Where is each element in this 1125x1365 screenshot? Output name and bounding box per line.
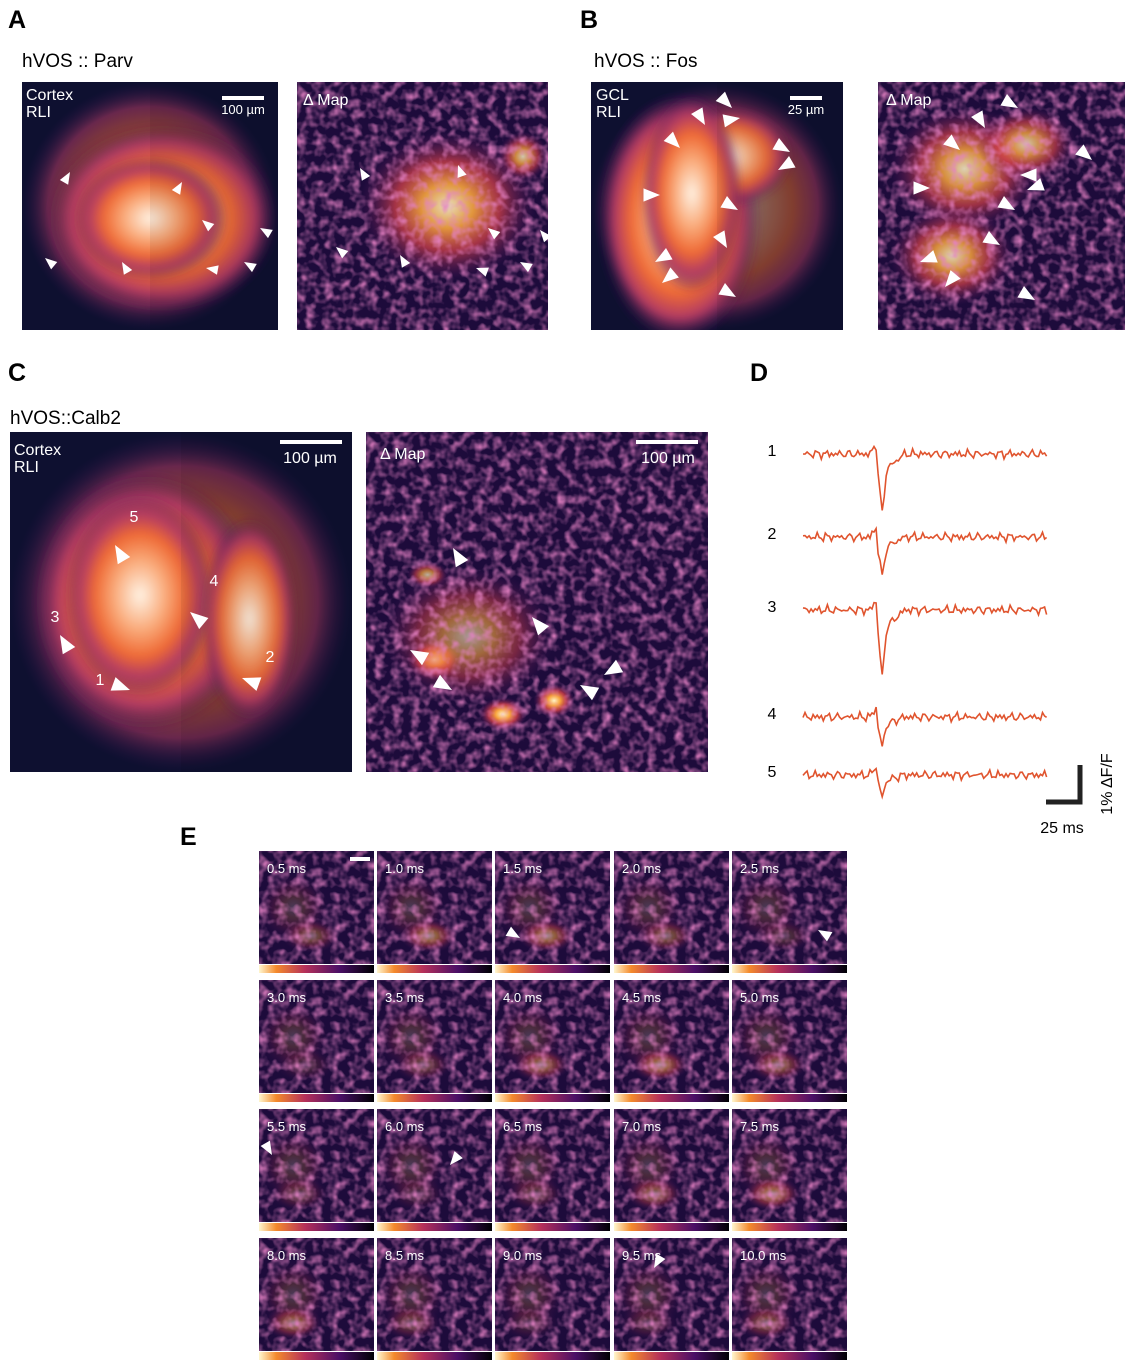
figure: ABCDEhVOS :: ParvhVOS :: FoshVOS::Calb2C…	[0, 0, 1125, 1360]
marker-number: 5	[130, 509, 139, 526]
frame-time: 2.0 ms	[622, 861, 662, 876]
colorbar	[614, 1352, 729, 1360]
marker-number: 4	[210, 573, 219, 590]
frame-time: 4.0 ms	[503, 990, 543, 1005]
trace-label: 4	[768, 706, 777, 723]
marker-number: 1	[96, 672, 105, 689]
label: Δ Map	[380, 446, 425, 463]
tile-seam	[181, 432, 352, 772]
label: RLI	[26, 104, 51, 121]
label: Δ Map	[303, 92, 348, 109]
colorbar	[377, 1094, 492, 1102]
image-panel	[591, 82, 843, 342]
trace	[803, 769, 1047, 797]
panel-label: D	[750, 359, 768, 387]
colorbar	[377, 1223, 492, 1231]
label: RLI	[596, 104, 621, 121]
frame-time: 4.5 ms	[622, 990, 662, 1005]
colorbar	[614, 965, 729, 973]
frame-time: 8.5 ms	[385, 1248, 425, 1263]
marker-number: 2	[266, 649, 275, 666]
colorbar	[495, 1352, 610, 1360]
colorbar	[495, 1223, 610, 1231]
scale-bar	[1046, 765, 1080, 802]
frame-time: 6.0 ms	[385, 1119, 425, 1134]
frame-time: 9.0 ms	[503, 1248, 543, 1263]
frame-time: 7.0 ms	[622, 1119, 662, 1134]
image-panel	[297, 82, 548, 330]
frame-time: 8.0 ms	[267, 1248, 307, 1263]
trace	[803, 603, 1047, 675]
trace-label: 3	[768, 599, 777, 616]
colorbar	[732, 1352, 847, 1360]
colorbar	[495, 1094, 610, 1102]
label: Cortex	[14, 442, 61, 459]
image-panel	[10, 432, 352, 772]
frame-time: 6.5 ms	[503, 1119, 543, 1134]
colorbar	[259, 1223, 374, 1231]
panel-title: hVOS :: Parv	[22, 51, 133, 72]
panel-label: B	[580, 6, 598, 34]
frame-time: 5.5 ms	[267, 1119, 307, 1134]
label: 25 ms	[1040, 820, 1084, 837]
frame-time: 1.0 ms	[385, 861, 425, 876]
tile-seam	[150, 82, 278, 330]
colorbar	[732, 965, 847, 973]
frame-time: 0.5 ms	[267, 861, 307, 876]
frame-time: 10.0 ms	[740, 1248, 787, 1263]
panel-title: hVOS :: Fos	[594, 51, 697, 72]
colorbar	[259, 1352, 374, 1360]
frame-time: 3.0 ms	[267, 990, 307, 1005]
label: 100 µm	[641, 450, 695, 467]
marker-number: 3	[51, 609, 60, 626]
label: 25 µm	[788, 102, 824, 117]
label: RLI	[14, 459, 39, 476]
label: Cortex	[26, 87, 73, 104]
frame-time: 1.5 ms	[503, 861, 543, 876]
colorbar	[495, 965, 610, 973]
label: GCL	[596, 87, 629, 104]
colorbar	[377, 1352, 492, 1360]
noise	[297, 82, 548, 330]
colorbar	[259, 1094, 374, 1102]
trace	[803, 707, 1047, 746]
colorbar	[614, 1223, 729, 1231]
trace	[803, 447, 1047, 511]
colorbar	[377, 965, 492, 973]
colorbar	[614, 1094, 729, 1102]
colorbar	[732, 1223, 847, 1231]
panel-label: A	[8, 6, 26, 34]
frame-time: 3.5 ms	[385, 990, 425, 1005]
noise	[366, 432, 708, 772]
frame-time: 7.5 ms	[740, 1119, 780, 1134]
panel-label: C	[8, 359, 26, 387]
panel-title: hVOS::Calb2	[10, 408, 121, 429]
frame-time: 5.0 ms	[740, 990, 780, 1005]
label: Δ Map	[886, 92, 931, 109]
trace-label: 2	[768, 526, 777, 543]
colorbar	[732, 1094, 847, 1102]
frame-time: 2.5 ms	[740, 861, 780, 876]
label: 100 µm	[221, 102, 265, 117]
image-panel	[22, 82, 278, 330]
panel-label: E	[180, 823, 197, 851]
colorbar	[259, 965, 374, 973]
trace-label: 1	[768, 443, 777, 460]
image-panel	[366, 432, 708, 772]
label: 100 µm	[283, 450, 337, 467]
label: 1% ΔF/F	[1099, 753, 1116, 815]
trace	[803, 529, 1047, 575]
trace-label: 5	[768, 764, 777, 781]
